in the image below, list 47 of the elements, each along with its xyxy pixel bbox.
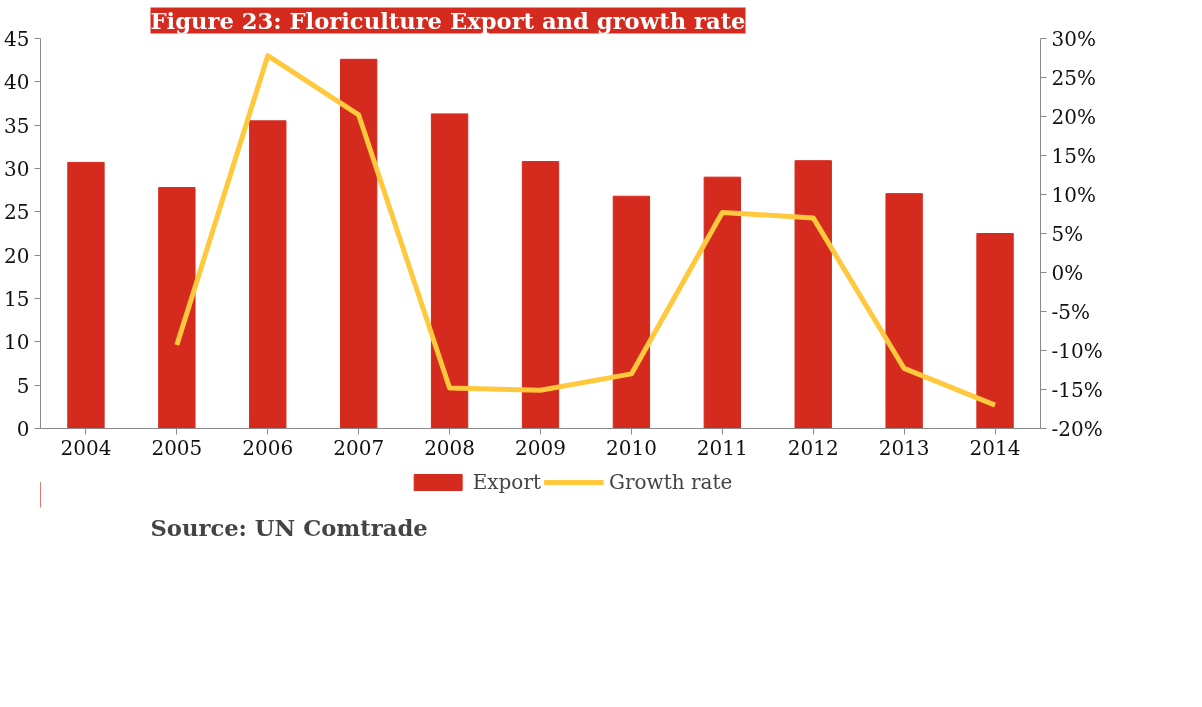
x-tick-label: 2012 (787, 435, 839, 460)
y2-tick-label: -15% (1051, 377, 1103, 402)
y-tick-label: 15 (4, 287, 30, 311)
bar (521, 161, 560, 429)
x-tick-label: 2004 (60, 435, 112, 460)
bar (340, 58, 378, 429)
y2-tick-label: 0% (1051, 260, 1084, 285)
y-tick-label: 25 (4, 200, 30, 225)
y2-tick-label: 25% (1051, 65, 1096, 90)
y-tick-label: 10 (4, 330, 30, 355)
bar (794, 160, 832, 429)
y2-tick-label: -10% (1051, 338, 1103, 363)
bar (976, 233, 1014, 429)
y2-tick-label: 30% (1051, 26, 1096, 51)
y2-tick-label: 10% (1051, 182, 1096, 207)
bar (158, 187, 196, 429)
chart-title: Figure 23: Floriculture Export and growth rate (150, 7, 746, 34)
y2-tick-label: 5% (1051, 221, 1084, 246)
bar (885, 193, 923, 429)
x-tick-label: 2007 (333, 435, 385, 460)
y-tick-label: 45 (4, 27, 30, 51)
y-tick-label: 30 (4, 157, 30, 181)
y2-tick-label: 15% (1051, 143, 1096, 168)
y-tick-label: 5 (16, 373, 30, 398)
y-tick-label: 20 (4, 243, 30, 268)
x-tick-label: 2009 (515, 435, 566, 460)
bar (612, 195, 651, 429)
bar (703, 176, 741, 429)
y-tick-label: 40 (4, 70, 30, 95)
y2-tick-label: -20% (1051, 416, 1103, 441)
x-tick-label: 2011 (696, 435, 748, 460)
y2-tick-label: -5% (1051, 299, 1090, 324)
bar (249, 120, 287, 429)
bar (430, 113, 469, 429)
y-tick-label: 35 (4, 113, 30, 138)
y-tick-label: 0 (16, 417, 30, 441)
x-tick-label: 2008 (424, 435, 476, 460)
source-note: Source: UN Comtrade (150, 514, 428, 541)
bar (67, 161, 105, 429)
y2-tick-label: 20% (1051, 104, 1096, 129)
x-tick-label: 2005 (151, 435, 203, 460)
legend-label: Export (472, 470, 541, 494)
x-tick-label: 2014 (969, 435, 1021, 460)
x-tick-label: 2010 (605, 435, 657, 460)
legend-label: Growth rate (608, 470, 733, 494)
x-tick-label: 2013 (878, 435, 930, 460)
x-tick-label: 2006 (242, 435, 294, 460)
